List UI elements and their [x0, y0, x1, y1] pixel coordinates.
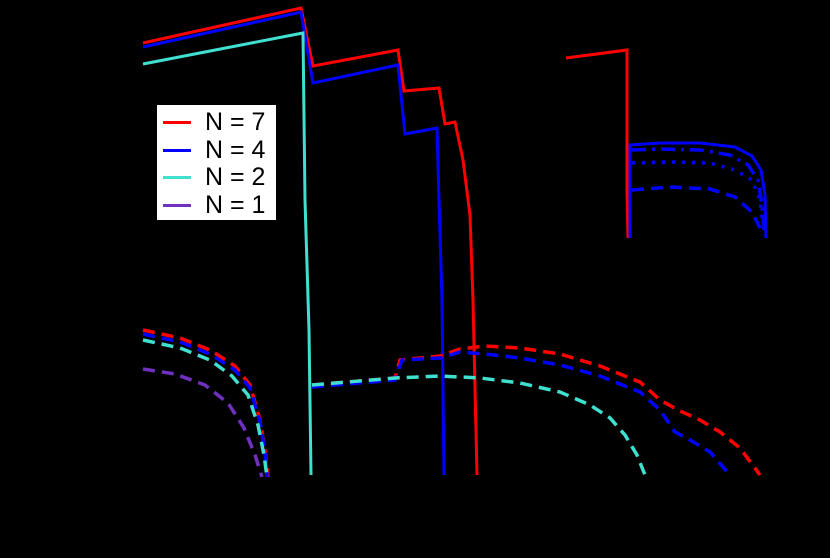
legend-label: N = 2 — [205, 163, 266, 192]
legend-label: N = 7 — [205, 108, 266, 137]
legend-item-n2: N = 2 — [163, 164, 276, 192]
series-line-9 — [311, 374, 647, 476]
series-line-4 — [142, 332, 269, 478]
series-line-0 — [142, 6, 479, 476]
series-layer — [142, 6, 762, 478]
inset-series-layer — [565, 48, 768, 239]
legend: N = 7 N = 4 N = 2 N = 1 — [156, 104, 277, 221]
series-line-6 — [142, 367, 264, 478]
series-line-4 — [631, 185, 764, 236]
legend-label: N = 1 — [205, 190, 266, 219]
legend-swatch-cyan — [163, 176, 191, 180]
series-line-1 — [142, 10, 446, 476]
series-line-1 — [628, 141, 768, 239]
series-line-3 — [142, 328, 270, 478]
series-line-5 — [142, 338, 269, 478]
series-line-2 — [631, 147, 766, 231]
series-line-0 — [565, 48, 630, 239]
legend-swatch-blue — [163, 148, 191, 152]
legend-swatch-red — [163, 121, 191, 125]
series-line-2 — [142, 31, 313, 476]
series-line-8 — [311, 350, 732, 477]
legend-swatch-purple — [163, 203, 191, 207]
legend-item-n4: N = 4 — [163, 135, 276, 165]
legend-item-n1: N = 1 — [163, 190, 276, 220]
legend-label: N = 4 — [205, 135, 266, 164]
legend-item-n7: N = 7 — [163, 109, 276, 137]
